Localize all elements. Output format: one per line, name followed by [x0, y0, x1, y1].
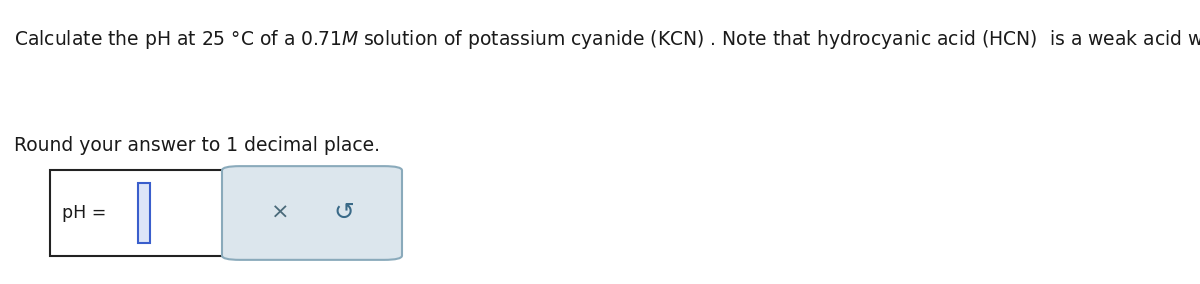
Text: Round your answer to 1 decimal place.: Round your answer to 1 decimal place.: [14, 136, 380, 155]
Text: Calculate the pH at 25 °C of a 0.71$\mathit{M}$ solution of potassium cyanide $\: Calculate the pH at 25 °C of a 0.71$\mat…: [14, 28, 1200, 51]
FancyBboxPatch shape: [222, 166, 402, 260]
Text: ↺: ↺: [334, 201, 354, 225]
FancyBboxPatch shape: [138, 183, 150, 243]
Text: ×: ×: [271, 203, 289, 223]
Text: pH =: pH =: [62, 204, 113, 222]
FancyBboxPatch shape: [50, 170, 228, 256]
